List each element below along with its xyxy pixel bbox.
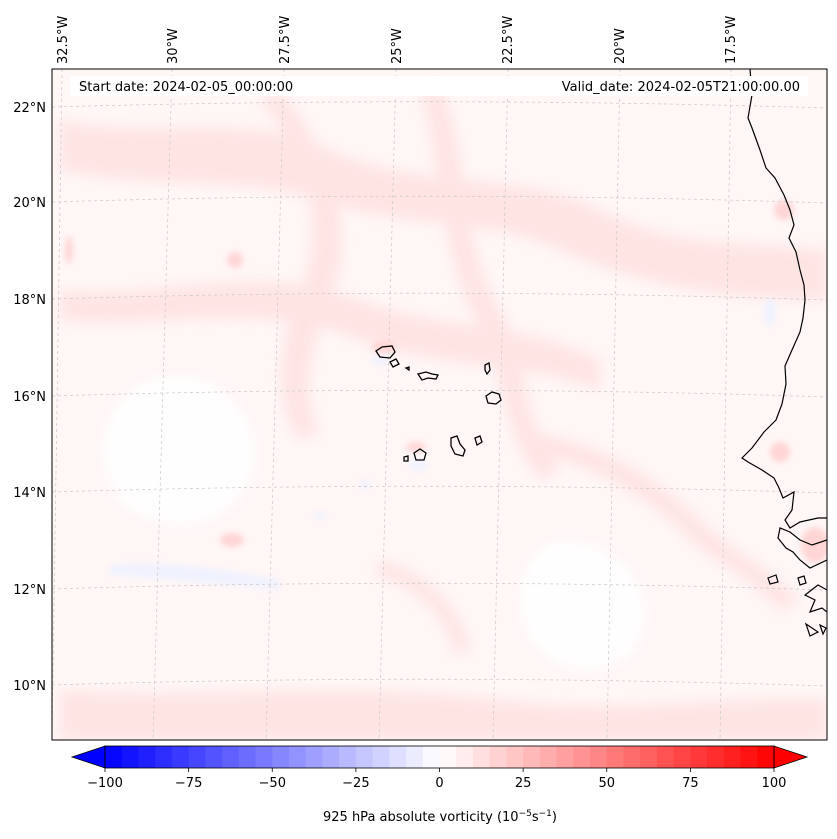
island-boa-vista: [485, 391, 502, 405]
lon-label: 27.5°W: [278, 16, 293, 64]
colorbar-segment: [573, 746, 591, 768]
colorbar-segment: [690, 746, 708, 768]
vorticity-field: [52, 69, 827, 740]
colorbar-segment: [506, 746, 524, 768]
lat-label: 10°N: [13, 679, 46, 694]
colorbar-ticks: −100 −75 −50 −25 0 25 50 75 100: [87, 768, 786, 791]
colorbar-tick-label: −25: [342, 776, 369, 791]
colorbar-segment: [656, 746, 675, 768]
colorbar-segment: [456, 746, 474, 768]
colorbar-tick-label: 75: [682, 776, 699, 791]
lat-label: 20°N: [13, 196, 46, 211]
island-sao-nicolau: [416, 371, 439, 381]
colorbar-tick-label: 100: [762, 776, 787, 791]
map-panel: Start date: 2024-02-05_00:00:00 Valid_da…: [13, 16, 828, 741]
lat-label: 16°N: [13, 390, 46, 405]
island-sao-vicente: [389, 358, 400, 368]
colorbar-segment: [556, 746, 574, 768]
island-brava: [403, 455, 409, 462]
colorbar-segment: [355, 746, 374, 768]
lat-label: 22°N: [13, 101, 46, 116]
start-date-label: Start date: 2024-02-05_00:00:00: [79, 80, 293, 95]
colorbar-low-extension: [70, 745, 106, 769]
colorbar-segment: [489, 746, 508, 768]
island-fogo: [413, 448, 427, 461]
lat-label: 12°N: [13, 583, 46, 598]
colorbar: −100 −75 −50 −25 0 25 50 75 100 925 hPa absolute…: [70, 745, 809, 825]
bissagos-islands: [767, 574, 807, 586]
island-santo-antao: [375, 345, 396, 359]
colorbar-tick-label: −50: [259, 776, 286, 791]
colorbar-segment: [673, 746, 691, 768]
colorbar-label: 925 hPa absolute vorticity (10−5s−1): [323, 809, 557, 825]
colorbar-segment: [188, 746, 206, 768]
colorbar-segment: [539, 746, 558, 768]
colorbar-segment: [389, 746, 407, 768]
lon-label: 22.5°W: [501, 16, 516, 64]
valid-date-label: Valid_date: 2024-02-05T21:00:00.00: [562, 80, 800, 95]
colorbar-segment: [171, 746, 190, 768]
lat-label: 18°N: [13, 293, 46, 308]
island-santiago: [450, 435, 466, 457]
colorbar-segment: [523, 746, 541, 768]
colorbar-segment: [723, 746, 742, 768]
cape-verde-islands: [375, 345, 502, 462]
coastlines: [741, 69, 827, 637]
colorbar-segment: [590, 746, 608, 768]
colorbar-segment: [105, 746, 123, 768]
colorbar-segments: [105, 746, 775, 768]
colorbar-segment: [623, 746, 641, 768]
colorbar-segment: [238, 746, 257, 768]
colorbar-segment: [155, 746, 173, 768]
colorbar-tick-label: −75: [175, 776, 202, 791]
colorbar-segment: [740, 746, 758, 768]
island-santa-luzia: [404, 366, 410, 372]
colorbar-segment: [372, 746, 390, 768]
colorbar-segment: [255, 746, 273, 768]
latitude-labels: 22°N 20°N 18°N 16°N 14°N 12°N 10°N: [13, 101, 46, 694]
island-maio: [474, 435, 483, 446]
longitude-labels: 32.5°W 30°W 27.5°W 25°W 22.5°W 20°W 17.5…: [56, 16, 739, 64]
colorbar-segment: [406, 746, 424, 768]
guinea-bissau-coast: [803, 584, 827, 637]
colorbar-segment: [757, 746, 775, 768]
africa-coastline: [741, 69, 827, 529]
colorbar-segment: [707, 746, 725, 768]
lon-label: 20°W: [613, 28, 628, 64]
lat-label: 14°N: [13, 486, 46, 501]
colorbar-segment: [288, 746, 307, 768]
colorbar-segment: [205, 746, 223, 768]
gridlines: [52, 69, 827, 740]
colorbar-segment: [272, 746, 290, 768]
colorbar-tick-label: 0: [435, 776, 443, 791]
lon-label: 32.5°W: [56, 16, 71, 64]
colorbar-tick-label: −100: [87, 776, 123, 791]
colorbar-segment: [339, 746, 357, 768]
lon-label: 25°W: [390, 28, 405, 64]
lon-label: 30°W: [166, 28, 181, 64]
colorbar-segment: [606, 746, 625, 768]
colorbar-segment: [439, 746, 457, 768]
lon-label: 17.5°W: [724, 16, 739, 64]
colorbar-tick-label: 50: [598, 776, 615, 791]
colorbar-tick-label: 25: [515, 776, 532, 791]
colorbar-segment: [422, 746, 441, 768]
colorbar-segment: [640, 746, 658, 768]
colorbar-segment: [322, 746, 340, 768]
title-strip: [70, 76, 808, 96]
colorbar-segment: [222, 746, 240, 768]
colorbar-segment: [305, 746, 324, 768]
colorbar-segment: [472, 746, 491, 768]
colorbar-high-extension: [773, 745, 809, 769]
senegal-gambia-coast: [777, 527, 827, 569]
colorbar-segment: [121, 746, 140, 768]
island-sal: [484, 362, 491, 376]
colorbar-segment: [138, 746, 156, 768]
map-frame: [51, 68, 828, 741]
